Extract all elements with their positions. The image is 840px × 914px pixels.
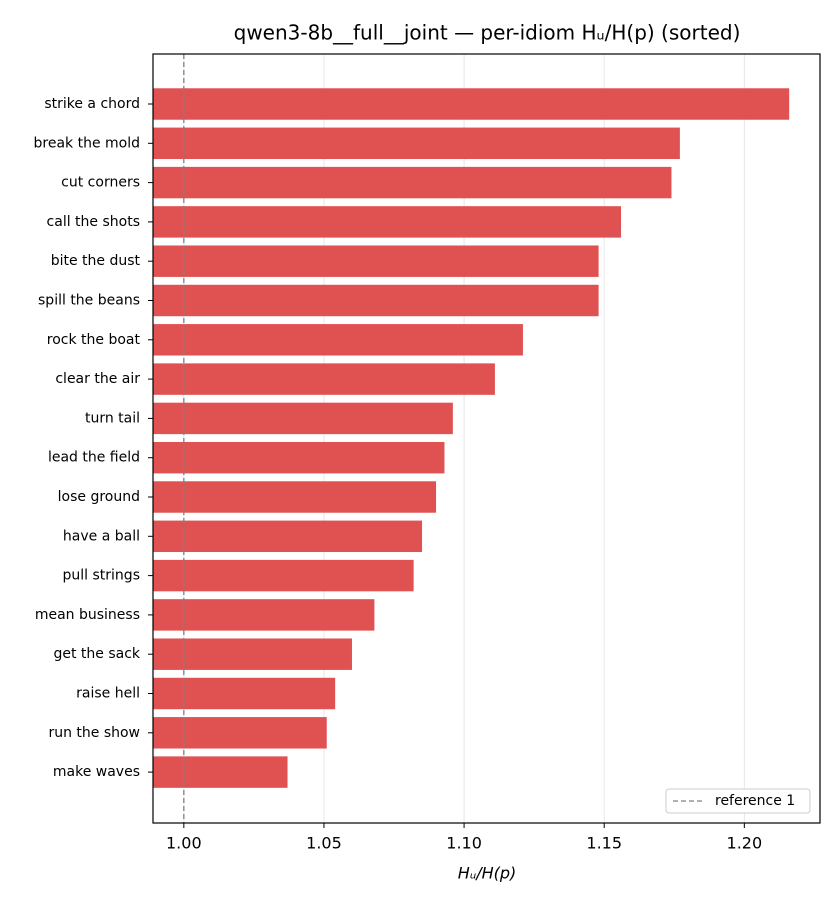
bar	[153, 638, 352, 670]
bar	[153, 717, 327, 749]
bar	[153, 245, 599, 277]
y-tick-label: mean business	[35, 607, 140, 623]
y-tick-label: make waves	[53, 764, 140, 780]
x-tick-label: 1.15	[586, 834, 622, 853]
bar	[153, 363, 495, 395]
bar	[153, 756, 288, 788]
y-tick-label: strike a chord	[44, 96, 140, 112]
x-axis-label: Hᵤ/H(p)	[458, 864, 517, 883]
x-tick-label: 1.10	[446, 834, 482, 853]
y-tick-label: get the sack	[53, 646, 140, 662]
y-tick-label: cut corners	[61, 175, 140, 191]
y-tick-label: lose ground	[58, 489, 140, 505]
bar	[153, 599, 375, 631]
y-tick-label: turn tail	[85, 410, 140, 426]
bar	[153, 481, 437, 513]
x-tick-label: 1.00	[166, 834, 202, 853]
y-tick-label: bite the dust	[51, 253, 141, 269]
bar	[153, 520, 423, 553]
legend-box	[665, 788, 811, 814]
y-tick-label: pull strings	[63, 568, 140, 584]
bar	[153, 206, 622, 238]
bar	[153, 284, 599, 317]
y-tick-label: spill the beans	[38, 293, 140, 309]
bar	[153, 677, 336, 710]
y-tick-label: break the mold	[34, 135, 141, 151]
x-tick-label: 1.20	[727, 834, 763, 853]
y-tick-label: rock the boat	[47, 332, 141, 348]
bar	[153, 324, 523, 356]
plot-frame	[152, 53, 821, 824]
y-tick-label: run the show	[48, 725, 140, 741]
bar	[153, 402, 453, 435]
bar	[153, 559, 414, 592]
y-tick-label: call the shots	[47, 214, 140, 230]
y-tick-label: have a ball	[63, 528, 140, 544]
bar	[153, 88, 790, 120]
bar	[153, 127, 680, 160]
legend-label: reference 1	[715, 793, 795, 809]
x-tick-label: 1.05	[306, 834, 342, 853]
chart-title: qwen3-8b__full__joint — per-idiom Hᵤ/H(p…	[234, 21, 741, 45]
y-tick-label: lead the field	[48, 450, 140, 466]
y-tick-label: raise hell	[76, 686, 140, 702]
y-tick-label: clear the air	[55, 371, 140, 387]
bar	[153, 166, 672, 199]
bar	[153, 441, 445, 474]
